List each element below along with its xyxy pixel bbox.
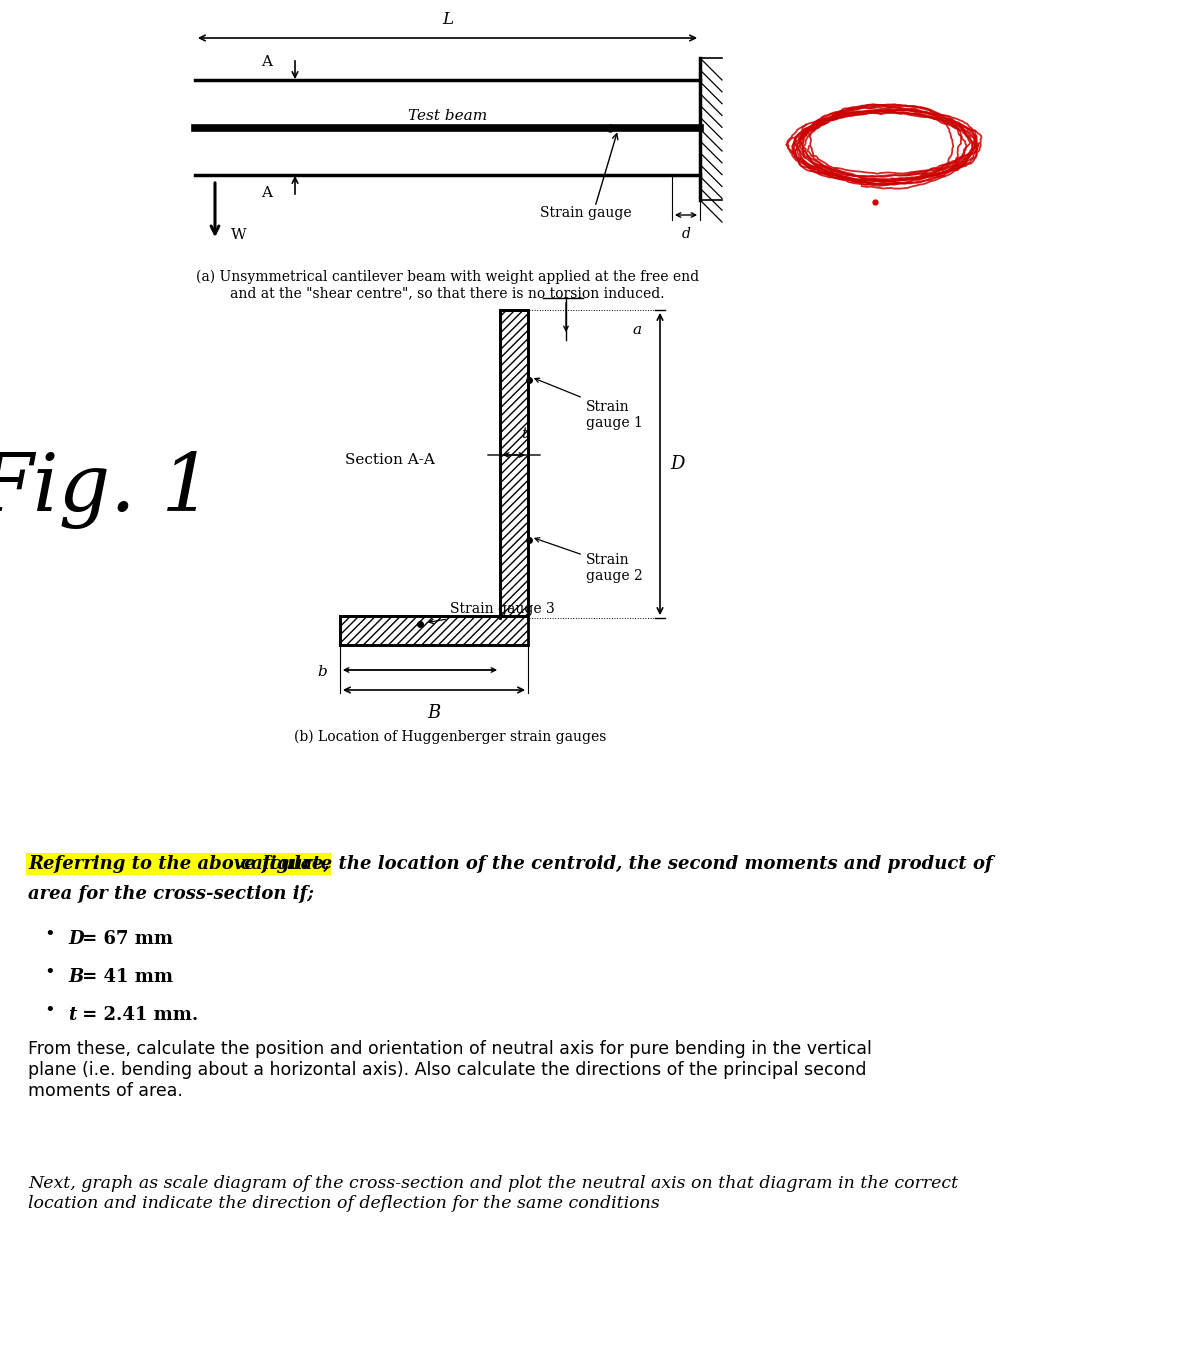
Text: Test beam: Test beam <box>408 109 487 122</box>
Text: = 2.41 mm.: = 2.41 mm. <box>76 1006 198 1024</box>
Text: Strain
gauge 1: Strain gauge 1 <box>586 399 643 430</box>
Text: calculate the location of the centroid, the second moments and product of: calculate the location of the centroid, … <box>234 856 992 873</box>
Text: d: d <box>682 227 690 240</box>
Text: A: A <box>262 186 272 200</box>
Text: D: D <box>670 455 684 473</box>
Text: W: W <box>230 228 247 242</box>
Text: Section A-A: Section A-A <box>346 454 434 467</box>
Text: L: L <box>442 11 454 29</box>
Text: Fig. 1: Fig. 1 <box>0 451 212 530</box>
Text: b: b <box>317 665 326 679</box>
Text: D: D <box>68 930 84 948</box>
Text: (a) Unsymmetrical cantilever beam with weight applied at the free end
and at the: (a) Unsymmetrical cantilever beam with w… <box>196 270 700 300</box>
Text: t: t <box>521 426 527 441</box>
Text: = 67 mm: = 67 mm <box>76 930 173 948</box>
Text: a: a <box>632 323 641 337</box>
Text: B: B <box>427 703 440 722</box>
Bar <box>500 310 528 618</box>
Text: (b) Location of Huggenberger strain gauges: (b) Location of Huggenberger strain gaug… <box>294 731 606 744</box>
Text: t: t <box>68 1006 77 1024</box>
Bar <box>340 617 528 645</box>
Text: Strain gauge 3: Strain gauge 3 <box>430 602 554 623</box>
Text: area for the cross-section if;: area for the cross-section if; <box>28 885 314 903</box>
Text: From these, calculate the position and orientation of neutral axis for pure bend: From these, calculate the position and o… <box>28 1040 872 1100</box>
Text: Referring to the above figure,: Referring to the above figure, <box>28 856 330 873</box>
Text: Strain gauge: Strain gauge <box>540 206 631 220</box>
Text: Strain
gauge 2: Strain gauge 2 <box>586 553 643 583</box>
Text: = 41 mm: = 41 mm <box>76 968 173 986</box>
Text: Next, graph as scale diagram of the cross-section and plot the neutral axis on t: Next, graph as scale diagram of the cros… <box>28 1175 958 1211</box>
Text: A: A <box>262 56 272 69</box>
Text: •: • <box>44 1001 55 1018</box>
Text: •: • <box>44 963 55 980</box>
Text: B: B <box>68 968 83 986</box>
Text: •: • <box>44 925 55 942</box>
